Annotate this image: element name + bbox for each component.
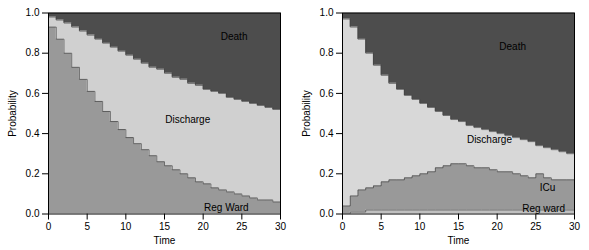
svg-text:Time: Time xyxy=(448,235,470,246)
svg-text:20: 20 xyxy=(492,221,504,232)
svg-text:ICu: ICu xyxy=(540,182,556,193)
svg-text:Reg ward: Reg ward xyxy=(522,203,565,214)
svg-text:5: 5 xyxy=(84,221,90,232)
svg-text:1.0: 1.0 xyxy=(26,7,40,18)
svg-text:0.6: 0.6 xyxy=(320,88,334,99)
svg-text:0: 0 xyxy=(340,221,346,232)
svg-text:10: 10 xyxy=(120,221,132,232)
svg-text:Death: Death xyxy=(221,31,248,42)
svg-text:0.4: 0.4 xyxy=(26,128,40,139)
svg-text:Reg Ward: Reg Ward xyxy=(204,202,249,213)
svg-text:0.2: 0.2 xyxy=(26,168,40,179)
svg-text:0.8: 0.8 xyxy=(26,47,40,58)
svg-text:15: 15 xyxy=(159,221,171,232)
svg-text:25: 25 xyxy=(236,221,248,232)
svg-text:30: 30 xyxy=(275,221,287,232)
svg-text:0.4: 0.4 xyxy=(320,128,334,139)
svg-text:20: 20 xyxy=(198,221,210,232)
svg-text:0.0: 0.0 xyxy=(320,208,334,219)
svg-text:Probability: Probability xyxy=(301,90,312,137)
svg-text:Time: Time xyxy=(154,235,176,246)
svg-text:1.0: 1.0 xyxy=(320,7,334,18)
svg-text:0.0: 0.0 xyxy=(26,208,40,219)
svg-text:Discharge: Discharge xyxy=(165,114,210,125)
svg-text:15: 15 xyxy=(453,221,465,232)
svg-text:0: 0 xyxy=(46,221,52,232)
svg-text:0.8: 0.8 xyxy=(320,47,334,58)
svg-text:0.2: 0.2 xyxy=(320,168,334,179)
svg-text:10: 10 xyxy=(414,221,426,232)
svg-text:5: 5 xyxy=(378,221,384,232)
svg-text:Probability: Probability xyxy=(7,90,18,137)
svg-text:Discharge: Discharge xyxy=(467,134,512,145)
svg-text:25: 25 xyxy=(530,221,542,232)
svg-text:0.6: 0.6 xyxy=(26,88,40,99)
svg-text:30: 30 xyxy=(569,221,581,232)
svg-text:Death: Death xyxy=(499,41,526,52)
